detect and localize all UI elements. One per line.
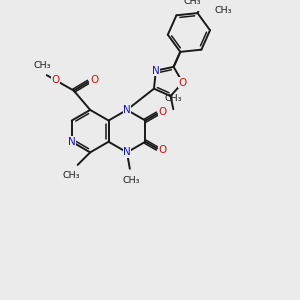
Text: N: N: [152, 66, 160, 76]
Text: N: N: [68, 137, 76, 147]
Text: CH₃: CH₃: [165, 94, 182, 103]
Text: N: N: [123, 147, 131, 158]
Text: O: O: [90, 75, 98, 85]
Text: CH₃: CH₃: [62, 171, 80, 180]
Text: CH₃: CH₃: [184, 0, 202, 6]
Text: O: O: [159, 107, 167, 117]
Text: O: O: [178, 78, 187, 88]
Text: CH₃: CH₃: [214, 6, 232, 15]
Text: N: N: [123, 105, 131, 115]
Text: CH₃: CH₃: [33, 61, 51, 70]
Text: CH₃: CH₃: [122, 176, 140, 184]
Text: O: O: [51, 75, 60, 85]
Text: O: O: [159, 146, 167, 155]
